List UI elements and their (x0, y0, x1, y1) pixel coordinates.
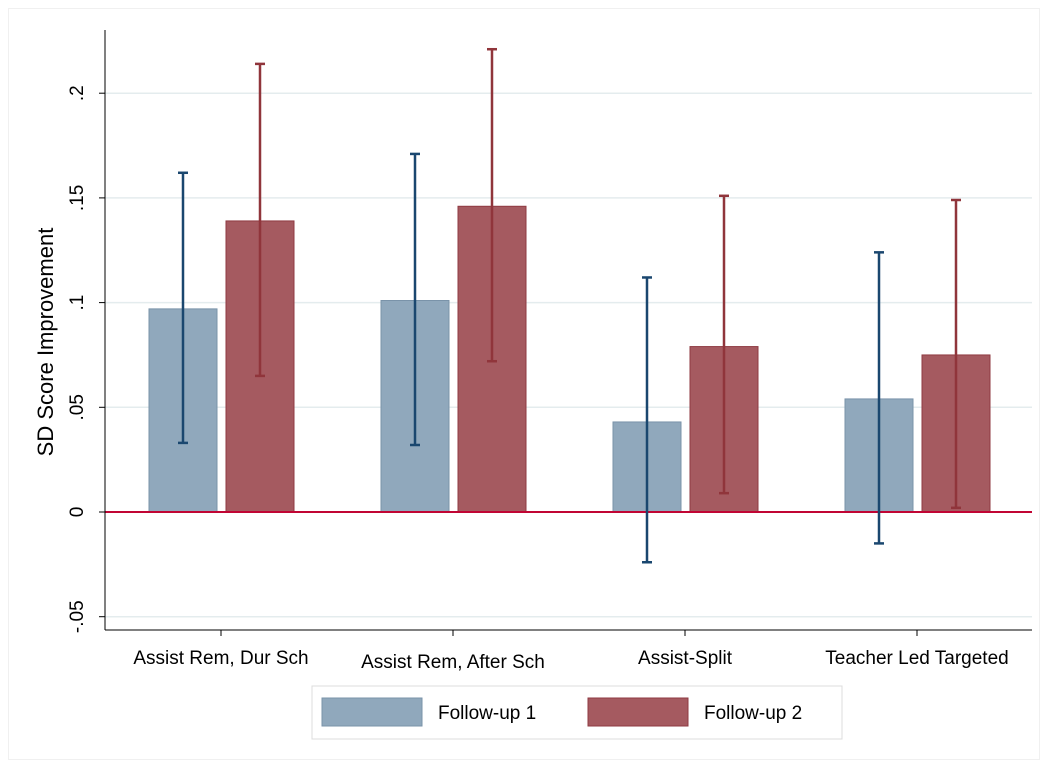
legend-label-follow-up-1: Follow-up 1 (438, 703, 536, 724)
x-tick-label: Assist Rem, Dur Sch (133, 648, 308, 669)
y-tick-label: -.05 (67, 600, 88, 633)
axes: -.05 0 .05 .1 .15 .2 Assist Rem, Dur Sch Assist… (67, 30, 1032, 673)
y-tick-label: .15 (67, 185, 88, 211)
bars (148, 205, 991, 513)
x-tick-label: Assist Rem, After Sch (361, 652, 545, 673)
legend-swatch-follow-up-2 (587, 697, 689, 727)
y-axis-label: SD Score Improvement (33, 228, 58, 457)
legend-swatch-follow-up-1 (321, 697, 423, 727)
y-tick-label: .05 (67, 394, 88, 420)
legend-label-follow-up-2: Follow-up 2 (704, 703, 802, 724)
y-tick-label: 0 (67, 507, 88, 518)
x-tick-label: Teacher Led Targeted (825, 648, 1008, 669)
y-tick-label: .1 (67, 295, 88, 311)
y-tick-label: .2 (67, 85, 88, 101)
x-tick-label: Assist-Split (638, 648, 733, 669)
legend: Follow-up 1 Follow-up 2 (311, 685, 843, 740)
error-bars (178, 47, 961, 564)
